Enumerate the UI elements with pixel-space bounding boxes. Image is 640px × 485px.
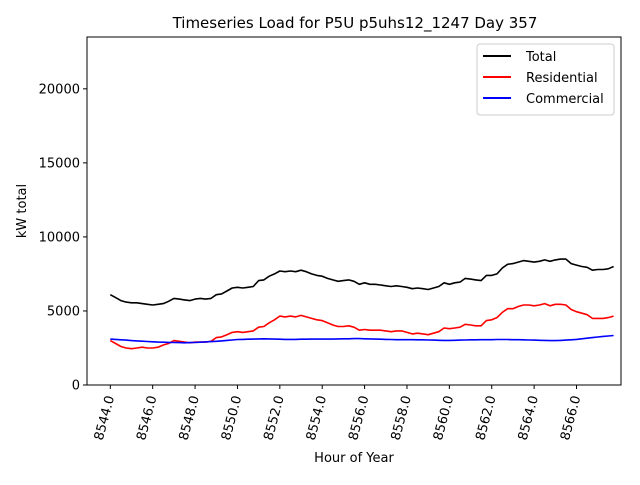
chart-title: Timeseries Load for P5U p5uhs12_1247 Day… [172, 14, 538, 33]
y-tick-label: 10000 [39, 230, 80, 245]
x-tick-label: 8546.0 [134, 394, 160, 442]
plot-lines [109, 258, 614, 350]
x-tick-label: 8550.0 [219, 394, 245, 442]
series-line-commercial [110, 334, 614, 344]
series-line-residential [109, 302, 614, 350]
x-tick-label: 8562.0 [473, 394, 499, 442]
plot-frame [86, 36, 622, 386]
legend-label-total: Total [525, 50, 556, 65]
y-axis: 0 5000 10000 15000 20000 [39, 82, 87, 394]
x-tick-label: 8560.0 [431, 394, 457, 442]
series-line-total [109, 258, 614, 306]
x-tick-label: 8564.0 [516, 394, 542, 442]
x-tick-label: 8566.0 [558, 394, 584, 442]
x-axis: 8544.0 8546.0 8548.0 8550.0 8552.0 8554.0 8556… [92, 385, 584, 442]
y-tick-label: 0 [72, 379, 80, 394]
legend-box [476, 43, 615, 116]
x-tick-label: 8554.0 [304, 394, 330, 442]
y-axis-label: kW total [15, 184, 30, 238]
legend-label-commercial: Commercial [526, 92, 604, 107]
x-tick-label: 8548.0 [177, 394, 203, 442]
legend: Total Residential Commercial [476, 43, 615, 116]
x-tick-label: 8544.0 [92, 394, 118, 442]
x-tick-label: 8556.0 [346, 394, 372, 442]
x-tick-label: 8552.0 [261, 394, 287, 442]
y-tick-label: 5000 [47, 304, 80, 319]
y-tick-label: 20000 [39, 82, 80, 97]
legend-label-residential: Residential [526, 71, 598, 86]
x-tick-label: 8558.0 [389, 394, 415, 442]
y-tick-label: 15000 [39, 156, 80, 171]
x-axis-label: Hour of Year [314, 451, 394, 466]
